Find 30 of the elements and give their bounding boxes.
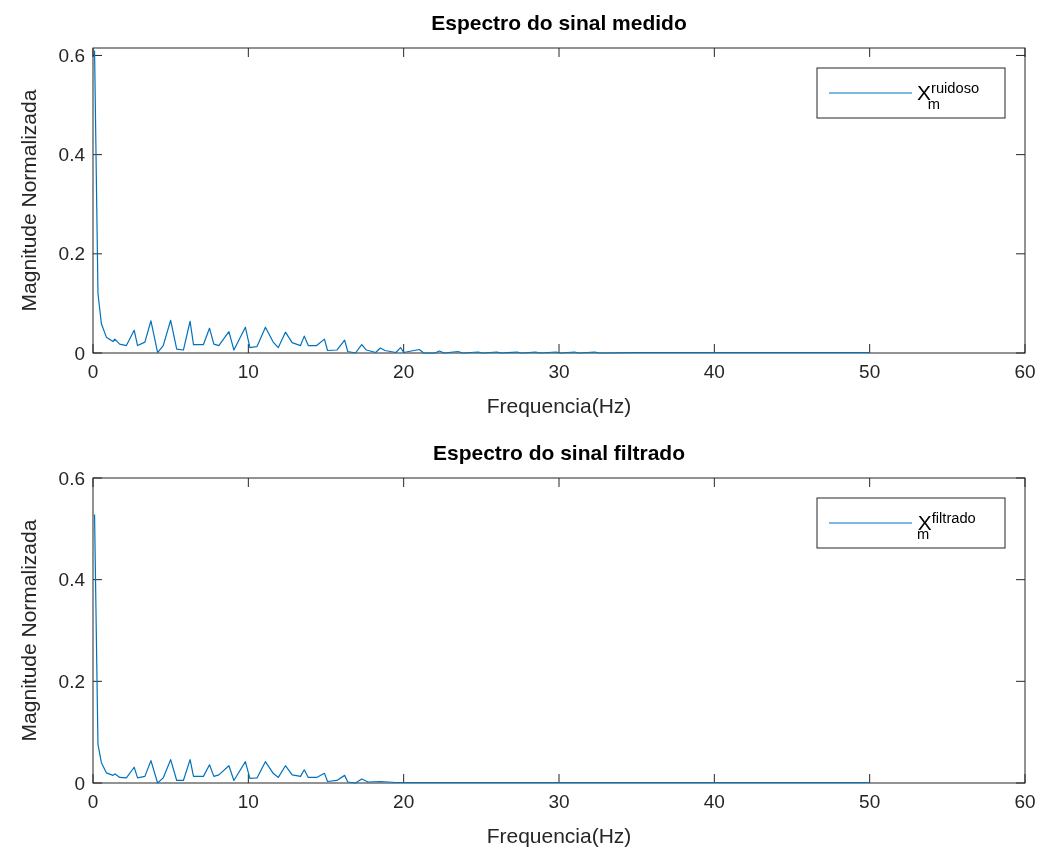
x-tick-label: 50 (859, 361, 881, 382)
y-tick-label: 0.4 (58, 569, 86, 591)
x-tick-label: 50 (859, 791, 881, 812)
y-tick-label: 0.2 (58, 243, 85, 265)
x-tick-label: 10 (237, 361, 259, 382)
line-series (93, 49, 871, 354)
x-tick-label: 20 (393, 791, 415, 812)
x-tick-label: 10 (237, 791, 259, 812)
y-tick-label: 0.6 (58, 467, 85, 489)
y-tick-label: 0 (74, 772, 85, 794)
x-tick-label: 30 (548, 361, 570, 382)
x-tick-label: 60 (1014, 791, 1036, 812)
y-axis-title: Magnitude Normalizada (17, 519, 40, 742)
y-tick-label: 0.4 (58, 144, 86, 166)
y-tick-label: 0 (74, 342, 85, 364)
chart-title: Espectro do sinal filtrado (432, 441, 686, 464)
y-tick-label: 0.6 (58, 45, 85, 67)
line-series (93, 514, 871, 784)
x-tick-label: 0 (87, 361, 99, 382)
y-tick-label: 0.2 (58, 670, 85, 692)
x-tick-label: 20 (393, 361, 415, 382)
x-tick-label: 30 (548, 791, 570, 812)
x-tick-label: 0 (87, 791, 99, 812)
y-axis-title: Magnitude Normalizada (17, 89, 40, 312)
x-tick-label: 60 (1014, 361, 1036, 382)
x-tick-label: 40 (703, 361, 725, 382)
chart-title: Espectro do sinal medido (431, 11, 687, 34)
x-axis-title: Frequencia(Hz) (486, 824, 632, 847)
x-axis-title: Frequencia(Hz) (486, 394, 632, 417)
x-tick-label: 40 (703, 791, 725, 812)
